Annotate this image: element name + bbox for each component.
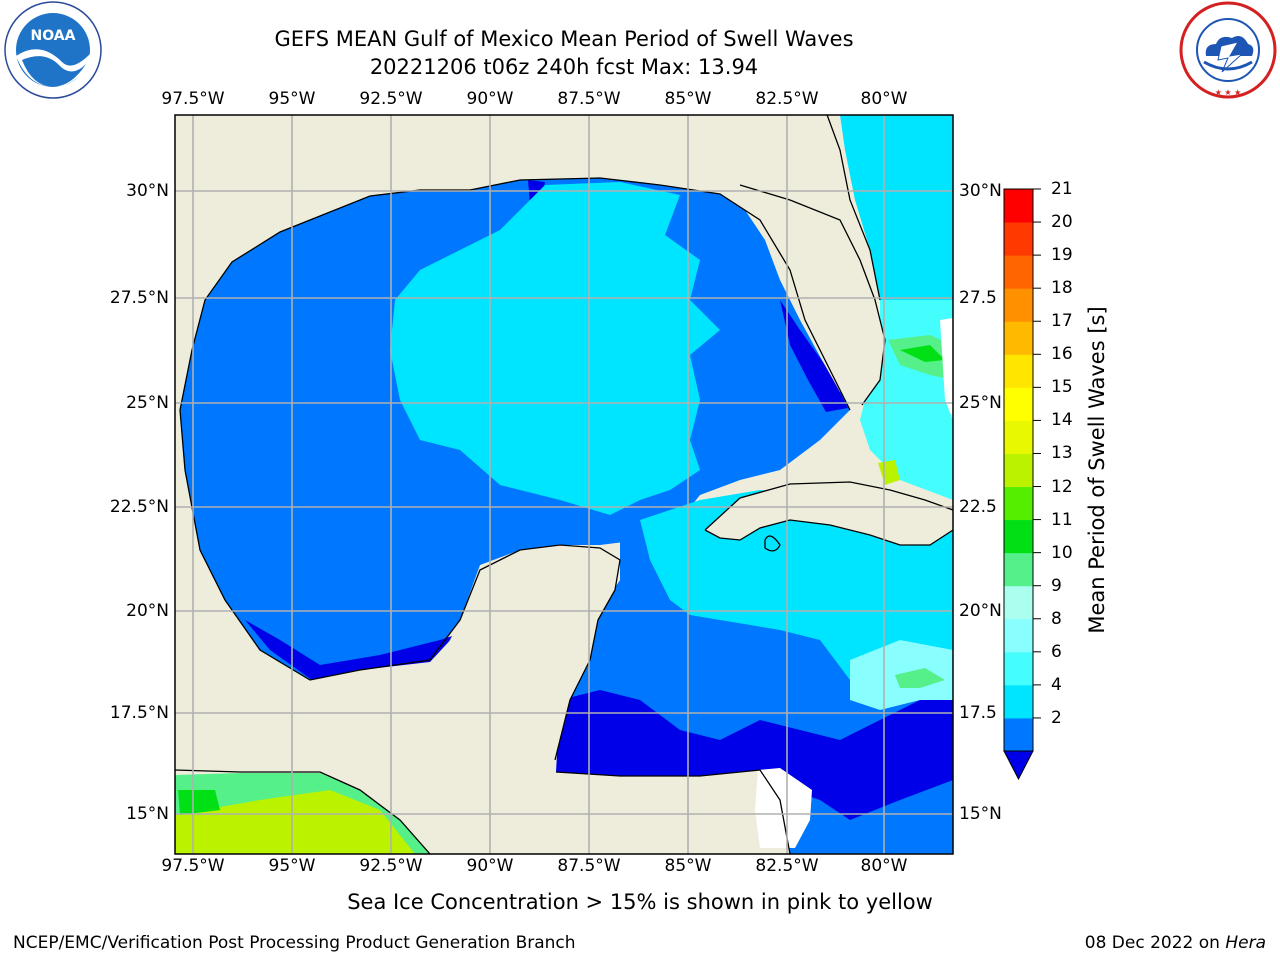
noaa-logo-text: NOAA [31, 28, 76, 44]
lon-label-bottom: 85°W [664, 856, 712, 876]
colorbar-tick-label: 8 [1051, 608, 1062, 629]
lon-label-top: 80°W [860, 89, 908, 109]
lon-label-bottom: 97.5°W [161, 856, 225, 876]
coastal-dark-water [245, 620, 455, 680]
colorbar-tick-label: 18 [1051, 278, 1073, 299]
colorbar-swatch [1004, 453, 1033, 488]
colorbar-swatch [1004, 585, 1033, 620]
lon-label-top: 87.5°W [557, 89, 621, 109]
colorbar-swatch [1004, 486, 1033, 521]
colorbar-swatch [1004, 222, 1033, 256]
lat-label-right: 17.5 [959, 703, 997, 723]
chart-subtitle: 20221206 t06z 240h fcst Max: 13.94 [369, 55, 759, 79]
colorbar-tick-label: 21 [1051, 179, 1073, 199]
lat-label-left: 25°N [126, 393, 169, 413]
lat-label-right: 15°N [959, 804, 1002, 824]
colorbar-tick-label: 9 [1051, 575, 1062, 596]
colorbar-swatch [1004, 651, 1033, 686]
colorbar-swatch [1004, 552, 1033, 587]
colorbar-frame [1003, 188, 1034, 752]
colorbar-swatch [1004, 717, 1033, 752]
lon-label-top: 82.5°W [755, 89, 819, 109]
colorbar-tick-label: 20 [1051, 212, 1073, 233]
colorbar-tick-label: 4 [1051, 674, 1062, 695]
colorbar-swatch [1004, 321, 1033, 355]
lat-label-left: 15°N [126, 804, 169, 824]
lat-label-right: 27.5 [959, 288, 997, 308]
lon-label-bottom: 82.5°W [755, 856, 819, 876]
lon-label-top: 97.5°W [161, 89, 225, 109]
colorbar-swatch [1004, 255, 1033, 289]
lat-label-left: 22.5°N [109, 497, 169, 517]
colorbar-tick-label: 19 [1051, 245, 1073, 266]
lon-label-bottom: 87.5°W [557, 856, 621, 876]
colorbar-swatch [1004, 618, 1033, 653]
lat-label-left: 17.5°N [109, 703, 169, 723]
lon-label-bottom: 90°W [466, 856, 514, 876]
lon-label-top: 90°W [466, 89, 514, 109]
sea-ice-note: Sea Ice Concentration > 15% is shown in … [347, 890, 933, 914]
colorbar-swatch [1004, 420, 1033, 454]
noaa-logo: NOAA [4, 1, 102, 99]
footer-date: 08 Dec 2022 on Hera [1085, 933, 1266, 953]
colorbar-swatch [1004, 354, 1033, 388]
lat-label-left: 20°N [126, 601, 169, 621]
colorbar-title: Mean Period of Swell Waves [s] [1085, 306, 1109, 634]
lat-label-left: 27.5°N [109, 288, 169, 308]
central-america-land [420, 770, 790, 854]
colorbar-swatch [1004, 189, 1033, 223]
colorbar-tick-label: 15 [1051, 377, 1073, 398]
lat-label-right: 20°N [959, 601, 1002, 621]
lon-label-bottom: 95°W [268, 856, 316, 876]
colorbar-extend-triangle [1003, 750, 1034, 781]
lat-label-left: 30°N [126, 181, 169, 201]
footer-credit: NCEP/EMC/Verification Post Processing Pr… [13, 933, 576, 953]
colorbar-tick-label: 2 [1051, 707, 1062, 728]
yucatan-land [420, 545, 620, 780]
footer-date-text: 08 Dec 2022 on [1084, 933, 1226, 953]
lon-label-top: 95°W [268, 89, 316, 109]
lat-label-right: 22.5 [959, 497, 997, 517]
colorbar-swatch [1004, 288, 1033, 322]
colorbar-swatch [1004, 519, 1033, 554]
chart-title: GEFS MEAN Gulf of Mexico Mean Period of … [274, 27, 854, 51]
colorbar-tick-label: 12 [1051, 476, 1073, 497]
lon-label-top: 92.5°W [359, 89, 423, 109]
lat-label-right: 25°N [959, 393, 1002, 413]
colorbar-swatch [1004, 387, 1033, 421]
lon-label-bottom: 92.5°W [359, 856, 423, 876]
lon-label-top: 85°W [664, 89, 712, 109]
svg-text:★ ★ ★: ★ ★ ★ [1215, 88, 1242, 97]
colorbar-tick-label: 14 [1051, 410, 1073, 431]
colorbar-tick-label: 6 [1051, 641, 1062, 662]
lat-label-right: 30°N [959, 181, 1002, 201]
lon-label-bottom: 80°W [860, 856, 908, 876]
gulf-cyan-region [390, 182, 720, 515]
colorbar-tick-label: 10 [1051, 542, 1073, 563]
colorbar-tick-label: 16 [1051, 344, 1073, 365]
graticule [175, 115, 953, 854]
map-frame [174, 114, 954, 855]
colorbar-swatch [1004, 684, 1033, 719]
colorbar-tick-label: 13 [1051, 443, 1073, 464]
colorbar-tick-label: 17 [1051, 311, 1073, 332]
coastlines [175, 115, 953, 854]
colorbar-tick-label: 11 [1051, 509, 1073, 530]
florida-land [740, 185, 885, 405]
footer-host: Hera [1225, 933, 1266, 953]
nws-logo: ★ ★ ★ [1179, 1, 1277, 99]
cuba-land [705, 482, 953, 545]
atlantic-water [840, 115, 953, 300]
